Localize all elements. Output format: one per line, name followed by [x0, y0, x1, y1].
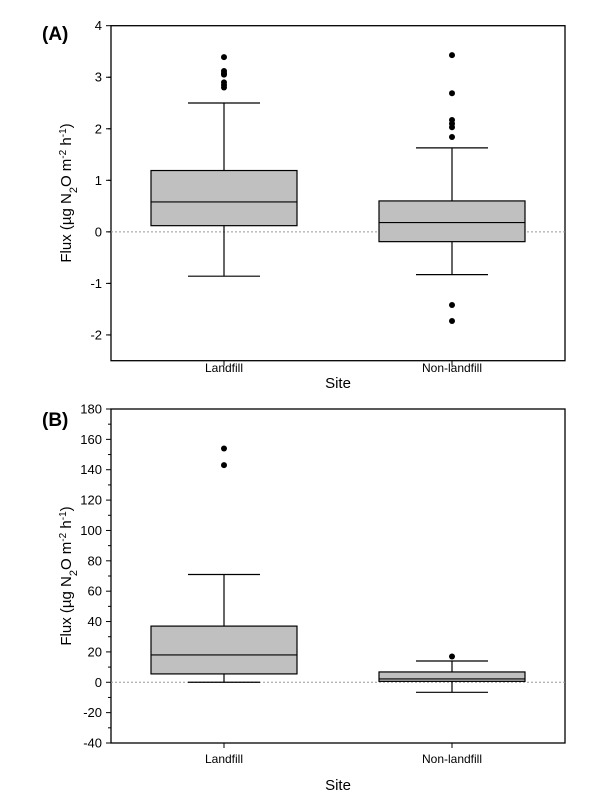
x-tick-label: Non-landfill [422, 361, 482, 375]
y-tick-label: 20 [88, 644, 102, 659]
outlier-point [449, 653, 455, 660]
y-tick-label: 160 [80, 432, 102, 447]
y-tick-label: 40 [88, 614, 102, 629]
panel-label: (A) [42, 24, 68, 45]
y-tick-label: 180 [80, 402, 102, 417]
iqr-box [378, 200, 526, 243]
x-tick-label: Landfill [205, 361, 243, 375]
plot-frame [110, 25, 566, 362]
y-axis-label: Flux (µg N2O m-2 h-1) [58, 506, 81, 645]
y-tick-label: -1 [90, 276, 102, 291]
panel-a: -2 -1 0 1 2 3 4 Flux (µg N2O m-2 h-1) (A) Site Lan… [42, 18, 566, 392]
y-tick-label: 80 [88, 553, 102, 568]
y-tick-label: 4 [95, 18, 102, 33]
outlier-point [221, 462, 227, 469]
y-tick-label: 0 [95, 224, 102, 239]
outlier-point [449, 134, 455, 141]
outlier-point [449, 52, 455, 59]
outlier-point [221, 445, 227, 452]
y-tick-label: 120 [80, 493, 102, 508]
y-tick-label: -20 [83, 705, 102, 720]
outlier-point [221, 79, 227, 86]
y-tick-label: -40 [83, 736, 102, 751]
outlier-point [449, 302, 455, 309]
x-tick-label: Landfill [205, 752, 243, 766]
box-landfill: Landfill [150, 54, 298, 375]
box-non-landfill: Non-landfill [378, 52, 526, 375]
y-tick-label: 1 [95, 173, 102, 188]
x-tick-label: Non-landfill [422, 752, 482, 766]
y-tick-label: -2 [90, 327, 102, 342]
y-axis-label: Flux (µg N2O m-2 h-1) [58, 123, 81, 262]
panel-b: -40 -20 0 20 40 60 80 100 120 140 160 180 Flux (µg N… [42, 402, 566, 794]
y-tick-label: 2 [95, 121, 102, 136]
x-axis-label: Site [325, 777, 351, 794]
iqr-box [378, 671, 526, 682]
outlier-point [449, 117, 455, 124]
x-axis-label: Site [325, 375, 351, 392]
panel-label: (B) [42, 410, 68, 431]
outlier-point [449, 90, 455, 97]
y-tick-label: 0 [95, 675, 102, 690]
plot-frame [110, 408, 566, 744]
outlier-point [221, 68, 227, 75]
outlier-point [449, 318, 455, 325]
iqr-box [150, 169, 298, 227]
box-non-landfill: Non-landfill [378, 653, 526, 766]
outlier-point [221, 54, 227, 61]
y-tick-label: 100 [80, 523, 102, 538]
box-landfill: Landfill [150, 445, 298, 766]
iqr-box [150, 625, 298, 675]
y-tick-label: 140 [80, 462, 102, 477]
y-tick-label: 60 [88, 584, 102, 599]
y-tick-label: 3 [95, 70, 102, 85]
